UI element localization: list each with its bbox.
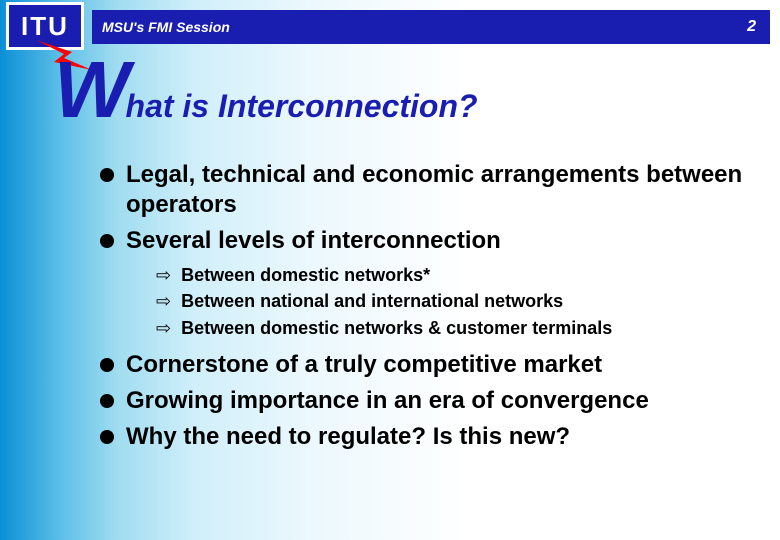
bullet-text: Legal, technical and economic arrangemen… bbox=[126, 160, 750, 220]
sub-bullet-list: ⇨ Between domestic networks* ⇨ Between n… bbox=[156, 264, 750, 340]
page-number: 2 bbox=[747, 18, 756, 36]
arrow-right-icon: ⇨ bbox=[156, 290, 171, 313]
bullet-item: Legal, technical and economic arrangemen… bbox=[100, 160, 750, 220]
bullet-dot-icon bbox=[100, 394, 114, 408]
bullet-item: Several levels of interconnection bbox=[100, 226, 750, 256]
bullet-text: Growing importance in an era of converge… bbox=[126, 386, 649, 416]
title-rest: hat is Interconnection? bbox=[126, 88, 478, 125]
title-big-letter: W bbox=[54, 54, 130, 126]
arrow-right-icon: ⇨ bbox=[156, 264, 171, 287]
slide-title: W hat is Interconnection? bbox=[54, 54, 760, 126]
sub-bullet-item: ⇨ Between domestic networks* bbox=[156, 264, 750, 287]
slide-content: Legal, technical and economic arrangemen… bbox=[100, 160, 750, 458]
sub-bullet-text: Between domestic networks* bbox=[181, 264, 430, 287]
bullet-text: Why the need to regulate? Is this new? bbox=[126, 422, 570, 452]
sub-bullet-text: Between national and international netwo… bbox=[181, 290, 563, 313]
bullet-item: Cornerstone of a truly competitive marke… bbox=[100, 350, 750, 380]
sub-bullet-text: Between domestic networks & customer ter… bbox=[181, 317, 612, 340]
header-bar: MSU's FMI Session 2 bbox=[92, 10, 770, 44]
bullet-dot-icon bbox=[100, 234, 114, 248]
bullet-dot-icon bbox=[100, 358, 114, 372]
bullet-dot-icon bbox=[100, 168, 114, 182]
bullet-item: Why the need to regulate? Is this new? bbox=[100, 422, 750, 452]
logo-text: ITU bbox=[21, 11, 69, 42]
session-label: MSU's FMI Session bbox=[102, 19, 230, 35]
bullet-item: Growing importance in an era of converge… bbox=[100, 386, 750, 416]
sub-bullet-item: ⇨ Between national and international net… bbox=[156, 290, 750, 313]
bullet-dot-icon bbox=[100, 430, 114, 444]
sub-bullet-item: ⇨ Between domestic networks & customer t… bbox=[156, 317, 750, 340]
bullet-text: Cornerstone of a truly competitive marke… bbox=[126, 350, 602, 380]
bullet-text: Several levels of interconnection bbox=[126, 226, 501, 256]
arrow-right-icon: ⇨ bbox=[156, 317, 171, 340]
